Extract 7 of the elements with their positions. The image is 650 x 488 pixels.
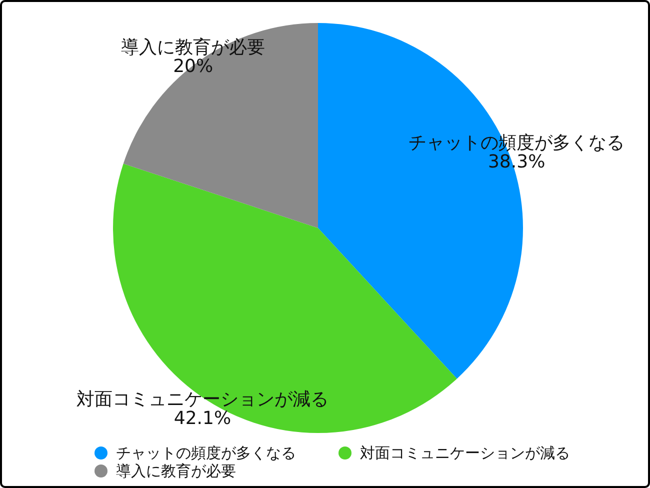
legend-label: チャットの頻度が多くなる — [116, 444, 296, 462]
pie-slice — [113, 164, 457, 433]
legend-label: 導入に教育が必要 — [116, 462, 236, 480]
data-label: 42.1% — [174, 408, 232, 430]
slice-label: 対面コミュニケーションが減る — [76, 389, 328, 410]
pie-slice — [123, 23, 318, 228]
legend-label: 対面コミュニケーションが減る — [360, 444, 570, 462]
